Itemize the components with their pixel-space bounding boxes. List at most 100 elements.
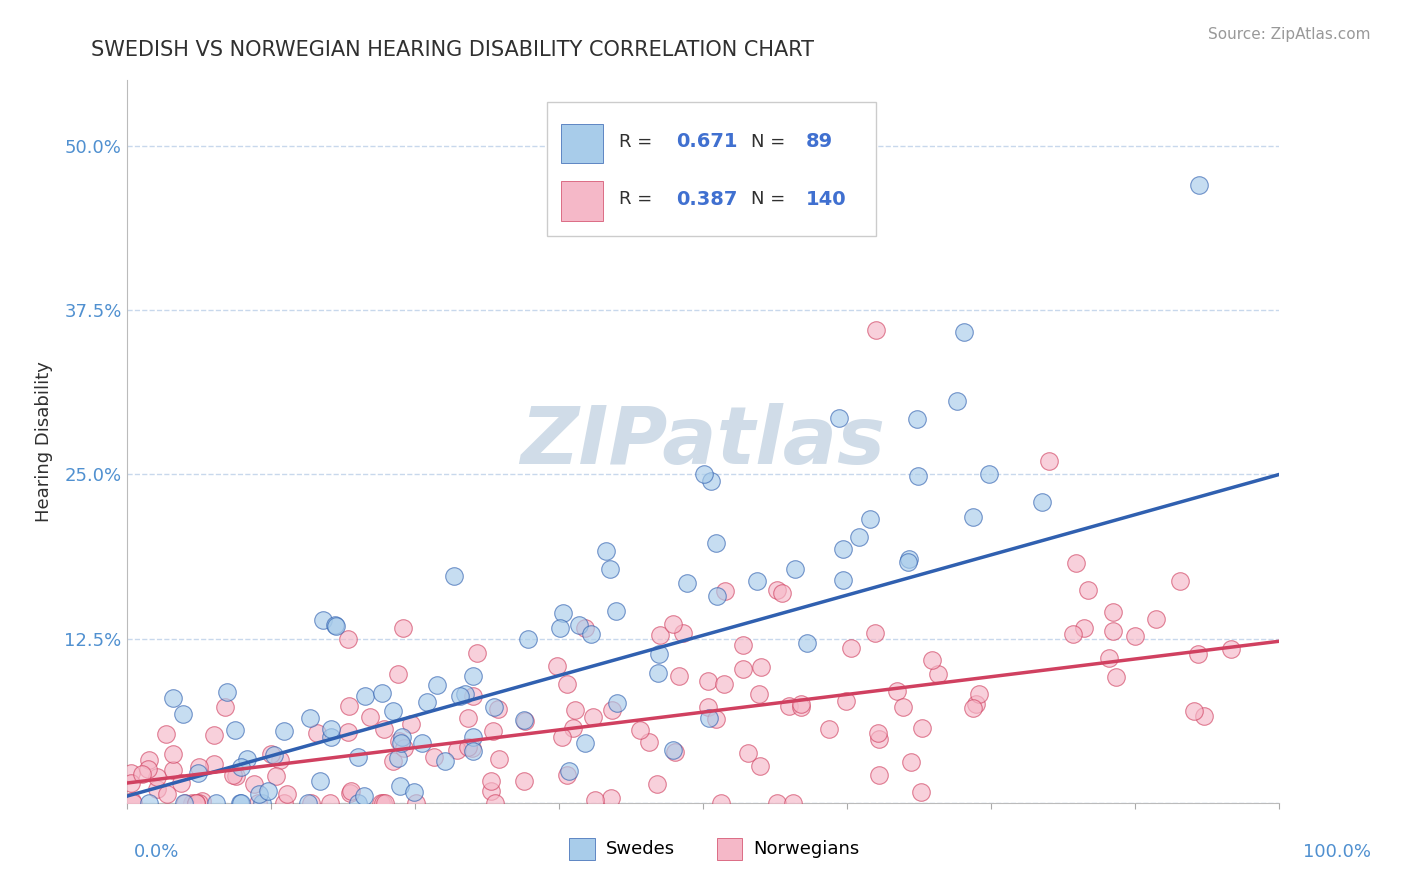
Point: [486, 701, 509, 715]
Point: [204, 796, 226, 810]
Point: [546, 659, 568, 673]
Point: [1105, 670, 1128, 684]
Point: [399, 717, 422, 731]
Point: [402, 784, 425, 798]
Point: [229, 796, 252, 810]
Point: [790, 697, 813, 711]
Point: [120, 765, 142, 780]
Point: [131, 767, 153, 781]
Point: [747, 574, 769, 588]
Point: [202, 728, 225, 742]
Point: [1123, 628, 1146, 642]
Point: [1168, 574, 1191, 589]
Text: 89: 89: [806, 132, 832, 152]
Point: [374, 796, 396, 810]
Point: [1064, 556, 1087, 570]
Point: [664, 745, 686, 759]
Point: [512, 713, 534, 727]
Point: [229, 796, 252, 810]
Point: [416, 695, 439, 709]
Text: 140: 140: [806, 190, 846, 209]
Point: [1098, 650, 1121, 665]
Point: [818, 722, 841, 736]
Point: [319, 796, 342, 810]
Point: [765, 583, 787, 598]
Text: 100.0%: 100.0%: [1303, 843, 1371, 861]
Point: [422, 750, 444, 764]
Point: [582, 709, 605, 723]
Point: [749, 659, 772, 673]
Point: [595, 544, 617, 558]
Point: [1144, 612, 1167, 626]
Point: [162, 763, 184, 777]
Point: [1038, 454, 1060, 468]
Point: [260, 747, 283, 761]
Point: [638, 735, 661, 749]
Point: [662, 616, 685, 631]
Point: [605, 604, 627, 618]
Point: [731, 662, 754, 676]
Point: [583, 793, 606, 807]
Point: [551, 730, 574, 744]
Point: [1102, 624, 1125, 638]
Point: [835, 694, 858, 708]
Point: [321, 723, 343, 737]
Point: [1031, 495, 1053, 509]
Point: [911, 722, 934, 736]
Point: [1219, 641, 1241, 656]
Point: [551, 607, 574, 621]
Point: [731, 639, 754, 653]
Point: [828, 410, 851, 425]
Point: [353, 789, 375, 803]
Point: [574, 621, 596, 635]
Point: [675, 575, 697, 590]
Point: [907, 469, 929, 483]
Point: [388, 734, 411, 748]
Point: [484, 796, 506, 810]
Point: [1073, 621, 1095, 635]
Point: [778, 698, 800, 713]
Point: [555, 677, 578, 691]
Point: [600, 791, 623, 805]
Point: [461, 669, 484, 683]
Point: [172, 706, 194, 721]
Point: [309, 773, 332, 788]
Point: [1187, 647, 1209, 661]
Point: [461, 730, 484, 744]
Point: [696, 700, 718, 714]
Point: [457, 711, 479, 725]
Point: [782, 796, 804, 810]
Point: [699, 711, 721, 725]
Point: [389, 736, 412, 750]
Point: [297, 796, 319, 810]
Point: [482, 700, 505, 714]
Point: [977, 467, 1000, 481]
Point: [319, 730, 342, 744]
Point: [898, 552, 921, 566]
Point: [405, 796, 427, 810]
Point: [562, 721, 585, 735]
Point: [224, 723, 246, 737]
Point: [371, 796, 394, 810]
Point: [868, 768, 890, 782]
Point: [162, 690, 184, 705]
Text: R =: R =: [619, 191, 658, 209]
Point: [921, 653, 943, 667]
Point: [868, 732, 890, 747]
Point: [713, 677, 735, 691]
Point: [967, 687, 990, 701]
Point: [668, 669, 690, 683]
Point: [337, 632, 360, 646]
Point: [628, 723, 651, 738]
Point: [946, 394, 969, 409]
Point: [606, 696, 628, 710]
Point: [146, 770, 169, 784]
Point: [858, 511, 880, 525]
Point: [247, 787, 270, 801]
Point: [394, 740, 416, 755]
Point: [339, 786, 361, 800]
Point: [155, 727, 177, 741]
Point: [454, 687, 477, 701]
Point: [513, 714, 536, 728]
Point: [748, 759, 770, 773]
